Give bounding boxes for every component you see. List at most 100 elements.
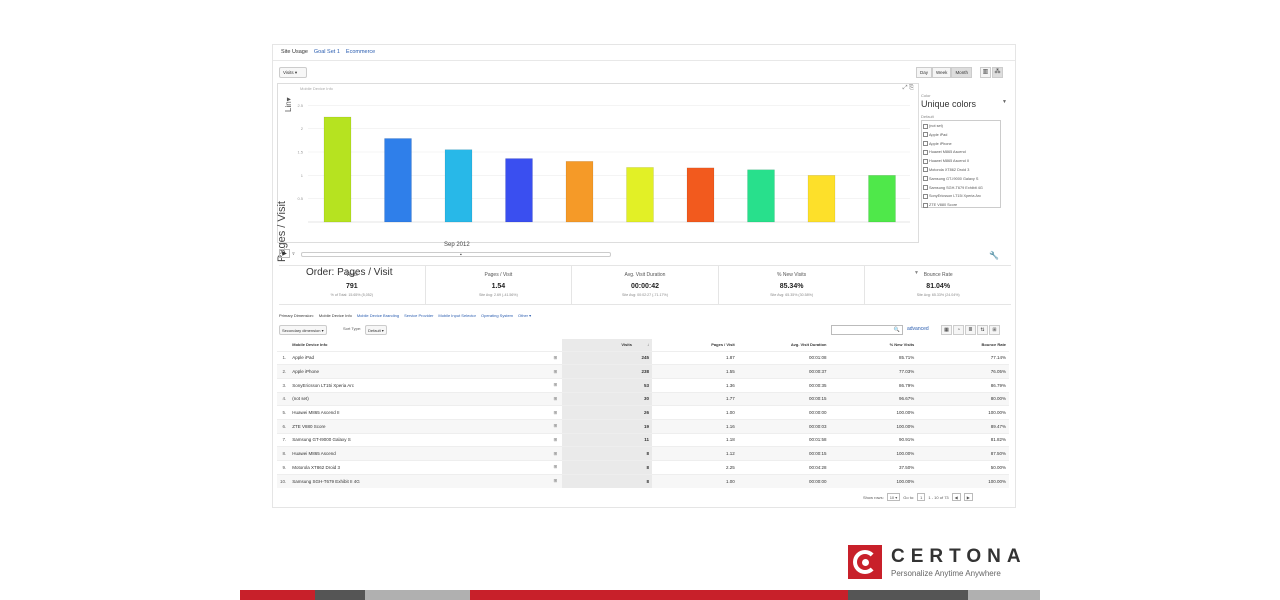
search-input[interactable]: 🔍	[831, 325, 903, 335]
filter-icon[interactable]: ⊞	[548, 364, 563, 379]
checkbox[interactable]	[923, 149, 928, 155]
comparison-view-icon[interactable]: ⇅	[977, 325, 988, 335]
checkbox[interactable]	[923, 158, 928, 164]
table-row[interactable]: 5. Huawei M865 Ascend II ⊞ 26 1.00 00:00:00 10…	[277, 405, 1009, 420]
header-visits[interactable]: Visits ↓	[562, 339, 653, 351]
bar[interactable]	[444, 149, 473, 223]
header-new-visits[interactable]: % New Visits	[889, 342, 915, 348]
wrench-icon[interactable]: 🔧	[989, 251, 999, 260]
filter-icon[interactable]: ⊞	[548, 460, 563, 475]
chevron-down-icon[interactable]: ▼	[914, 270, 919, 276]
next-page-icon[interactable]: ▶	[963, 493, 973, 501]
table-view-icon[interactable]: ▦	[941, 325, 952, 335]
bar[interactable]	[868, 175, 896, 223]
dimension-link-branding[interactable]: Mobile Device Branding	[356, 313, 400, 318]
dimension-link-input[interactable]: Mobile Input Selector	[438, 313, 476, 318]
checkbox[interactable]	[923, 167, 928, 173]
checkbox[interactable]	[923, 123, 928, 129]
legend-item[interactable]: SonyEricsson LT15i Xperia Arc	[923, 192, 999, 201]
dimension-link-provider[interactable]: Service Provider	[404, 313, 434, 318]
device-name[interactable]: (not set)	[289, 391, 549, 406]
header-device[interactable]: Mobile Device Info	[292, 342, 328, 348]
table-row[interactable]: 10. Samsung SGH-T679 Exhibit II 4G ⊞ 8 1.00 0…	[277, 473, 1009, 488]
table-row[interactable]: 8. Huawei M865 Ascend ⊞ 8 1.12 00:00:15 100.00…	[277, 446, 1009, 461]
device-name[interactable]: Motorola XT862 Droid 3	[289, 460, 549, 475]
tab-ecommerce[interactable]: Ecommerce	[345, 49, 376, 55]
chart-settings-icon[interactable]: ⤢ ⎘	[902, 85, 914, 91]
checkbox[interactable]	[923, 202, 928, 208]
device-name[interactable]: SonyEricsson LT15i Xperia Arc	[289, 377, 549, 393]
device-name[interactable]: Huawei M865 Ascend	[289, 446, 549, 461]
performance-view-icon[interactable]: ≣	[965, 325, 976, 335]
device-name[interactable]: Huawei M865 Ascend II	[289, 405, 549, 420]
metric-select[interactable]: Visits ▾	[279, 67, 307, 78]
table-row[interactable]: 2. Apple iPhone ⊞ 238 1.55 00:00:37 77.03% 76.0…	[277, 364, 1009, 379]
advanced-link[interactable]: advanced	[907, 326, 929, 332]
table-row[interactable]: 7. Samsung GT-I9000 Galaxy S ⊞ 11 1.18 00:01:…	[277, 432, 1009, 447]
legend-item[interactable]: Apple iPad	[923, 131, 999, 140]
dimension-link-other[interactable]: Other ▾	[518, 313, 532, 318]
filter-icon[interactable]: ⊞	[548, 446, 563, 461]
speed-icon[interactable]: ⊽	[292, 251, 295, 256]
play-icon[interactable]: ▶	[279, 249, 290, 258]
filter-icon[interactable]: ⊞	[548, 391, 563, 406]
checkbox[interactable]	[923, 132, 928, 138]
secondary-dimension-select[interactable]: Secondary dimension ▾	[279, 325, 327, 335]
filter-icon[interactable]: ⊞	[548, 473, 563, 488]
bar[interactable]	[384, 138, 412, 223]
table-row[interactable]: 6. ZTE V880 Score ⊞ 19 1.16 00:00:03 100.00% 89…	[277, 418, 1009, 434]
order-label[interactable]: Order: Pages / Visit	[306, 267, 393, 278]
rows-select[interactable]: 10 ▾	[886, 493, 901, 501]
table-row[interactable]: 4. (not set) ⊞ 30 1.77 00:00:15 96.67% 80.00%	[277, 391, 1009, 406]
bar[interactable]	[807, 175, 836, 223]
period-day-button[interactable]: Day	[916, 67, 933, 78]
filter-icon[interactable]: ⊞	[548, 350, 563, 365]
period-week-button[interactable]: Week	[932, 67, 952, 78]
prev-page-icon[interactable]: ◀	[951, 493, 961, 501]
legend-item[interactable]: Samsung GT-I9000 Galaxy S	[923, 175, 999, 184]
legend-item[interactable]: Huawei M865 Ascend	[923, 148, 999, 157]
device-name[interactable]: ZTE V880 Score	[289, 418, 549, 434]
legend-item[interactable]: Samsung SGH-T679 Exhibit 4G	[923, 184, 999, 193]
bar[interactable]	[565, 161, 594, 223]
checkbox[interactable]	[923, 176, 928, 182]
bar[interactable]	[323, 116, 352, 223]
timeline-slider[interactable]: ▪	[301, 252, 611, 258]
tab-goal-set-1[interactable]: Goal Set 1	[313, 49, 340, 55]
filter-icon[interactable]: ⊞	[548, 418, 563, 434]
checkbox[interactable]	[923, 185, 928, 191]
legend-item[interactable]: Apple iPhone	[923, 140, 999, 149]
timeline-thumb[interactable]: ▪	[460, 252, 462, 258]
filter-icon[interactable]: ⊞	[548, 432, 563, 447]
bar[interactable]	[505, 158, 533, 223]
sort-type-select[interactable]: Default ▾	[365, 325, 387, 335]
bar[interactable]	[686, 167, 715, 223]
search-icon[interactable]: 🔍	[893, 327, 900, 333]
device-name[interactable]: Samsung GT-I9000 Galaxy S	[289, 432, 549, 447]
filter-icon[interactable]: ⊞	[548, 405, 563, 420]
dimension-link-os[interactable]: Operating System	[480, 313, 513, 318]
color-select[interactable]: Unique colors ▼	[921, 99, 1007, 109]
pivot-view-icon[interactable]: ⊞	[989, 325, 1000, 335]
header-bounce-rate[interactable]: Bounce Rate	[981, 342, 1006, 348]
bar[interactable]	[747, 169, 775, 223]
device-name[interactable]: Apple iPhone	[289, 364, 549, 379]
table-row[interactable]: 1. Apple iPad ⊞ 245 1.87 00:01:08 85.71% 77.14%	[277, 350, 1009, 365]
motion-chart-icon[interactable]: ⁂	[992, 67, 1003, 78]
device-name[interactable]: Samsung SGH-T679 Exhibit II 4G	[289, 473, 549, 488]
checkbox[interactable]	[923, 193, 928, 199]
tab-site-usage[interactable]: Site Usage	[281, 49, 308, 55]
legend-item[interactable]: (not set)	[923, 122, 999, 131]
filter-icon[interactable]: ⊞	[548, 377, 563, 393]
goto-input[interactable]: 1	[917, 493, 926, 501]
legend-item[interactable]: Motorola XT862 Droid 3	[923, 166, 999, 175]
pie-view-icon[interactable]: ◔	[953, 325, 964, 335]
legend-item[interactable]: ZTE V880 Score	[923, 201, 999, 210]
table-row[interactable]: 3. SonyEricsson LT15i Xperia Arc ⊞ 53 1.36 00…	[277, 377, 1009, 393]
table-row[interactable]: 9. Motorola XT862 Droid 3 ⊞ 8 2.25 00:04:28 37…	[277, 460, 1009, 475]
legend-item[interactable]: Huawei M865 Ascend II	[923, 157, 999, 166]
header-avg-duration[interactable]: Avg. Visit Duration	[790, 342, 827, 348]
checkbox[interactable]	[923, 141, 928, 147]
bar[interactable]	[626, 167, 654, 223]
period-month-button[interactable]: Month	[951, 67, 972, 78]
